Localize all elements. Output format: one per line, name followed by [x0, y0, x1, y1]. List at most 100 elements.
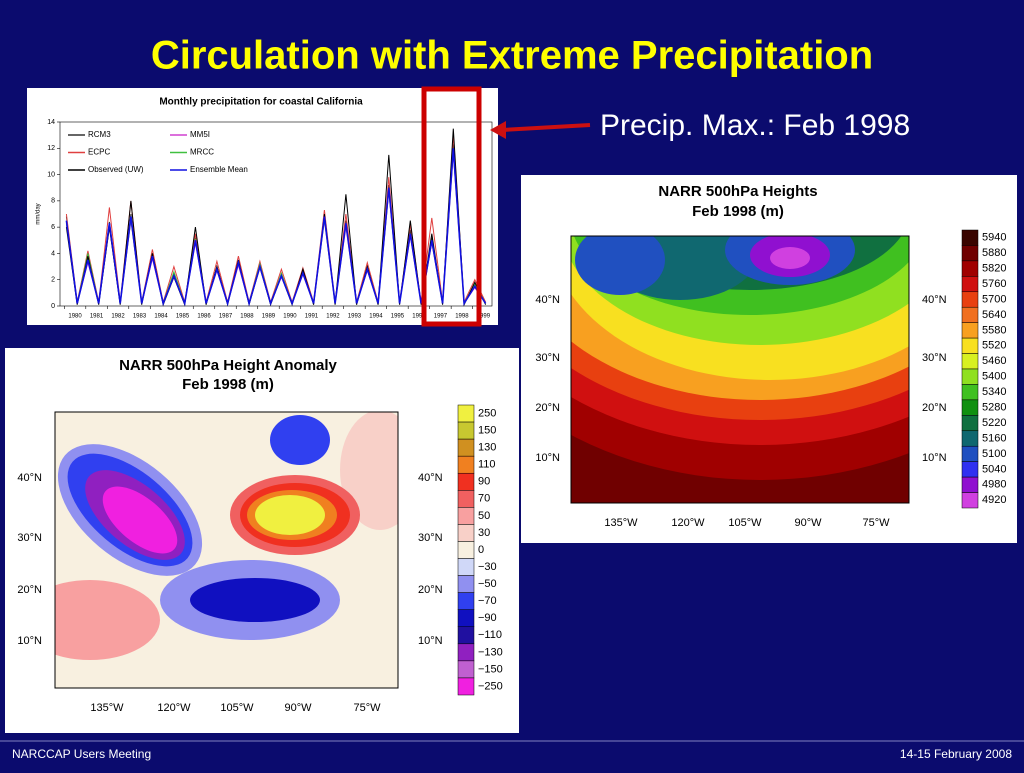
- colorbar-label: 5280: [982, 402, 1006, 414]
- lat-label: 40°N: [922, 294, 947, 306]
- lat-label: 20°N: [922, 402, 947, 414]
- y-tick-label: 8: [51, 198, 55, 205]
- lat-label: 40°N: [535, 294, 560, 306]
- x-tick-label: 1985: [176, 314, 190, 320]
- colorbar-swatch: [961, 384, 979, 401]
- lat-label: 30°N: [17, 532, 42, 544]
- chart-panel: [27, 88, 498, 325]
- x-tick-label: 1983: [133, 314, 147, 320]
- map-subtitle: Feb 1998 (m): [182, 376, 274, 393]
- footer-left: NARCCAP Users Meeting: [12, 747, 151, 761]
- map-title: NARR 500hPa Heights: [658, 183, 817, 200]
- colorbar-label: 5340: [982, 386, 1006, 398]
- legend-label: RCM3: [88, 130, 111, 139]
- colorbar-swatch: [961, 291, 979, 308]
- x-tick-label: 1994: [369, 314, 383, 320]
- x-tick-label: 1989: [262, 314, 276, 320]
- chart-title: Monthly precipitation for coastal Califo…: [159, 97, 363, 108]
- y-tick-label: 4: [51, 250, 55, 257]
- highlight-box: [421, 86, 482, 327]
- colorbar-label: −250: [478, 680, 503, 692]
- y-tick-label: 0: [51, 303, 55, 310]
- colorbar-swatch: [961, 445, 979, 462]
- colorbar-label: 5760: [982, 278, 1006, 290]
- colorbar-swatch: [457, 490, 475, 508]
- colorbar-swatch: [961, 260, 979, 277]
- callout: Precip. Max.: Feb 1998: [600, 109, 910, 142]
- colorbar-swatch: [457, 592, 475, 610]
- y-tick-label: 6: [51, 224, 55, 231]
- colorbar-swatch: [961, 415, 979, 432]
- lon-label: 135°W: [604, 517, 638, 529]
- x-tick-label: 1991: [305, 314, 319, 320]
- colorbar-label: 250: [478, 407, 496, 419]
- legend-label: Ensemble Mean: [190, 165, 248, 174]
- colorbar-label: 4980: [982, 479, 1006, 491]
- colorbar-label: 5100: [982, 448, 1006, 460]
- colorbar-swatch: [457, 626, 475, 645]
- lon-label: 105°W: [728, 517, 762, 529]
- map-title: NARR 500hPa Height Anomaly: [119, 357, 337, 374]
- anomaly-frame: [54, 411, 399, 689]
- colorbar-swatch: [961, 306, 979, 323]
- colorbar-label: 5700: [982, 293, 1006, 305]
- x-tick-label: 1993: [348, 314, 362, 320]
- colorbar-label: 5940: [982, 232, 1006, 244]
- y-tick-label: 10: [47, 171, 55, 178]
- legend-label: ECPC: [88, 148, 110, 157]
- lon-label: 135°W: [90, 702, 124, 714]
- colorbar-swatch: [961, 322, 979, 339]
- y-axis-label: mm/day: [36, 203, 42, 224]
- colorbar-swatch: [457, 421, 475, 440]
- legend-label: MRCC: [190, 148, 214, 157]
- plot-frame: [59, 121, 493, 307]
- x-tick-label: 1984: [154, 314, 168, 320]
- lon-label: 75°W: [353, 702, 381, 714]
- colorbar-label: 5820: [982, 263, 1006, 275]
- colorbar-label: 5160: [982, 432, 1006, 444]
- colorbar-swatch: [961, 430, 979, 447]
- colorbar-label: 5400: [982, 371, 1006, 383]
- lat-label: 30°N: [418, 532, 443, 544]
- heights-map: [571, 236, 909, 503]
- footer-right: 14-15 February 2008: [900, 747, 1012, 761]
- legend-label: Observed (UW): [88, 165, 144, 174]
- colorbar-swatch: [457, 575, 475, 593]
- y-tick-label: 12: [47, 145, 55, 152]
- arrow: [501, 123, 591, 132]
- lat-label: 40°N: [418, 472, 443, 484]
- slide-title: Circulation with Extreme Precipitation: [151, 34, 873, 78]
- x-tick-label: 1980: [68, 314, 82, 320]
- x-tick-label: 1995: [391, 314, 405, 320]
- lat-label: 10°N: [17, 635, 42, 647]
- colorbar-swatch: [457, 507, 475, 525]
- colorbar-swatch: [961, 245, 979, 262]
- x-tick-label: 1988: [240, 314, 254, 320]
- colorbar-swatch: [457, 541, 475, 559]
- lon-label: 120°W: [157, 702, 191, 714]
- lon-label: 120°W: [671, 517, 705, 529]
- x-tick-label: 1981: [90, 314, 104, 320]
- colorbar-label: −110: [478, 629, 502, 641]
- lat-label: 20°N: [535, 402, 560, 414]
- colorbar-label: −130: [478, 646, 503, 658]
- colorbar-swatch: [457, 660, 475, 679]
- anomaly-map: [55, 412, 398, 688]
- colorbar-swatch: [961, 476, 979, 493]
- colorbar-swatch: [961, 461, 979, 478]
- colorbar-label: 90: [478, 476, 490, 488]
- colorbar-swatch: [457, 455, 475, 474]
- colorbar-label: 150: [478, 424, 496, 436]
- colorbar-label: 0: [478, 544, 484, 556]
- lon-label: 90°W: [284, 702, 312, 714]
- map-subtitle: Feb 1998 (m): [692, 203, 784, 220]
- colorbar-swatch: [961, 492, 979, 509]
- colorbar-swatch: [457, 472, 475, 491]
- colorbar-swatch: [457, 558, 475, 576]
- precip-chart: Monthly precipitation for coastal Califo…: [36, 97, 493, 320]
- x-tick-label: 1998: [455, 314, 469, 320]
- legend-label: MM5I: [190, 130, 210, 139]
- lat-label: 30°N: [922, 352, 947, 364]
- colorbar-swatch: [457, 643, 475, 662]
- colorbar-swatch: [457, 609, 475, 628]
